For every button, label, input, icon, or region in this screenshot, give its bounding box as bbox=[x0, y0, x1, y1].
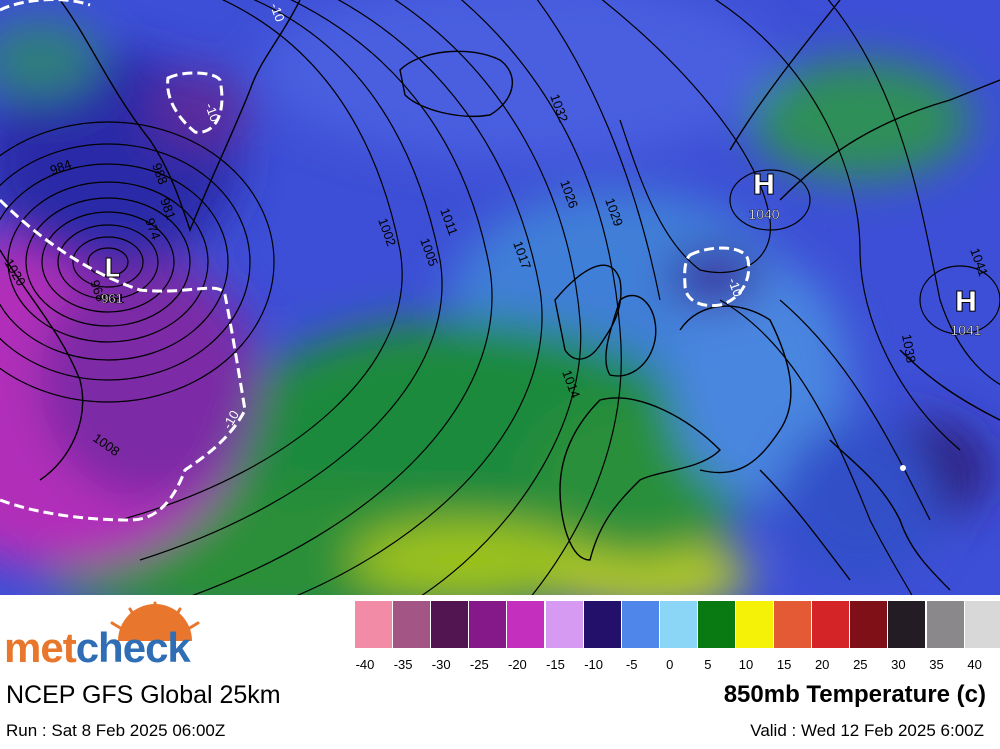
legend-tick-label: 30 bbox=[891, 657, 906, 672]
isobar-label: 974 bbox=[142, 216, 164, 242]
legend-swatch bbox=[431, 601, 469, 648]
isobar-label: 968 bbox=[87, 278, 109, 304]
pressure-centre-high-east: H 1041 bbox=[950, 285, 982, 339]
legend-swatch bbox=[545, 601, 583, 648]
high-pressure-value: 1041 bbox=[950, 322, 981, 338]
legend-tick-label: -5 bbox=[625, 657, 638, 672]
legend-tick-label: 10 bbox=[738, 657, 754, 672]
legend-swatch bbox=[926, 601, 964, 648]
legend-swatch bbox=[850, 601, 888, 648]
legend-tick-label: 15 bbox=[776, 657, 792, 672]
high-pressure-marker: H bbox=[752, 168, 775, 201]
low-pressure-marker: L bbox=[104, 254, 121, 284]
legend-tick-label: 0 bbox=[666, 657, 674, 672]
legend-swatch bbox=[697, 601, 735, 648]
legend-swatch bbox=[736, 601, 774, 648]
legend-swatch bbox=[355, 601, 393, 648]
legend-tick-label: -40 bbox=[355, 657, 375, 672]
isotherm-label-group: -10 -10 -10 -10 bbox=[202, 1, 746, 432]
isobar-label: 981 bbox=[157, 196, 179, 222]
isotherm-dot bbox=[900, 465, 906, 471]
isobar-label: 988 bbox=[149, 161, 171, 187]
high-pressure-marker: H bbox=[954, 285, 977, 318]
legend-tick-label: 20 bbox=[814, 657, 830, 672]
legend-tick-label: -25 bbox=[469, 657, 489, 672]
legend-swatch bbox=[659, 601, 697, 648]
legend-tick-label: 25 bbox=[853, 657, 868, 672]
isobar-label: 1038 bbox=[899, 333, 919, 364]
isobars bbox=[0, 0, 1000, 595]
high-pressure-value: 1040 bbox=[748, 206, 779, 222]
legend-swatch bbox=[393, 601, 431, 648]
valid-time: Valid : Wed 12 Feb 2025 6:00Z bbox=[750, 721, 984, 740]
footer: -40 -35 -30 -25 -20 -15 -10 -5 0 5 10 15 20 25 30 35 40 … bbox=[0, 595, 1000, 749]
legend-tick-label: -10 bbox=[584, 657, 603, 672]
isotherm-label: -10 bbox=[202, 101, 223, 124]
pressure-centre-low: L 961 bbox=[101, 254, 123, 307]
legend-tick-label: -15 bbox=[546, 657, 565, 672]
legend-tick-label: -30 bbox=[431, 657, 451, 672]
isotherm-minus10 bbox=[0, 0, 751, 522]
legend-swatch bbox=[507, 601, 545, 648]
isotherm-label: -10 bbox=[267, 1, 288, 24]
brand-part-met: met bbox=[4, 624, 77, 671]
legend-swatch bbox=[888, 601, 926, 648]
pressure-centre-high-north: H 1040 bbox=[748, 168, 780, 223]
metcheck-logo: metcheck bbox=[4, 624, 191, 672]
low-pressure-value: 961 bbox=[101, 291, 123, 306]
legend-swatch bbox=[621, 601, 659, 648]
coastlines bbox=[0, 0, 1000, 591]
isotherm-label: -10 bbox=[725, 276, 746, 299]
legend-tick-label: -20 bbox=[507, 657, 527, 672]
parameter-title: 850mb Temperature (c) bbox=[723, 681, 986, 708]
weather-map: 984 988 981 974 968 961 1002 1005 1011 1… bbox=[0, 0, 1000, 595]
brand-part-check: check bbox=[75, 624, 191, 671]
legend-swatch bbox=[812, 601, 850, 648]
legend-tick-label: 40 bbox=[967, 657, 982, 672]
legend-tick-label: 5 bbox=[704, 657, 712, 672]
legend-swatch bbox=[583, 601, 621, 648]
legend-tick-label: -35 bbox=[393, 657, 413, 672]
model-name: NCEP GFS Global 25km bbox=[6, 681, 281, 709]
legend-swatch bbox=[964, 601, 1000, 648]
isobar-label: 961 bbox=[103, 291, 125, 306]
legend-swatch bbox=[469, 601, 507, 648]
run-time: Run : Sat 8 Feb 2025 06:00Z bbox=[6, 721, 226, 740]
isobar-label: 984 bbox=[48, 156, 74, 178]
legend-tick-label: 35 bbox=[929, 657, 944, 672]
legend-swatch bbox=[774, 601, 812, 648]
sun-logo-icon bbox=[110, 601, 200, 641]
